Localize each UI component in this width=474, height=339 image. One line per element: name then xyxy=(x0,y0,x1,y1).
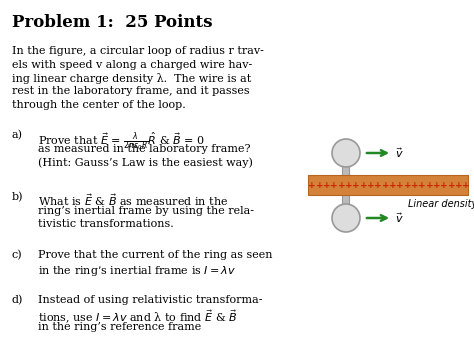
Text: (Hint: Gauss’s Law is the easiest way): (Hint: Gauss’s Law is the easiest way) xyxy=(38,157,253,167)
Bar xyxy=(308,175,468,195)
Circle shape xyxy=(332,204,360,232)
Text: in the ring’s inertial frame is $I = \lambda v$: in the ring’s inertial frame is $I = \la… xyxy=(38,263,236,278)
Text: in the ring’s reference frame: in the ring’s reference frame xyxy=(38,322,201,332)
Text: +: + xyxy=(411,180,419,190)
Text: +: + xyxy=(433,180,440,190)
Text: +: + xyxy=(396,180,404,190)
Text: Instead of using relativistic transforma-: Instead of using relativistic transforma… xyxy=(38,295,263,305)
Text: Linear density λ: Linear density λ xyxy=(408,199,474,209)
Text: els with speed v along a charged wire hav-: els with speed v along a charged wire ha… xyxy=(12,60,252,69)
Bar xyxy=(343,153,349,218)
Text: +: + xyxy=(426,180,433,190)
Text: +: + xyxy=(447,180,455,190)
Text: Problem 1:  25 Points: Problem 1: 25 Points xyxy=(12,14,212,31)
Text: $\vec{v}$: $\vec{v}$ xyxy=(395,211,404,225)
Text: +: + xyxy=(359,180,367,190)
Text: +: + xyxy=(455,180,463,190)
Circle shape xyxy=(332,139,360,167)
Text: +: + xyxy=(337,180,345,190)
Text: through the center of the loop.: through the center of the loop. xyxy=(12,100,186,110)
Text: +: + xyxy=(440,180,448,190)
Text: $\vec{v}$: $\vec{v}$ xyxy=(395,146,404,160)
Text: +: + xyxy=(462,180,470,190)
Text: +: + xyxy=(316,180,323,190)
Text: +: + xyxy=(374,180,382,190)
Text: +: + xyxy=(323,180,330,190)
Text: ing linear charge density λ.  The wire is at: ing linear charge density λ. The wire is… xyxy=(12,73,251,84)
Text: tions, use $I = \lambda v$ and λ to find $\vec{E}$ & $\vec{B}$: tions, use $I = \lambda v$ and λ to find… xyxy=(38,308,237,326)
Text: +: + xyxy=(418,180,426,190)
Text: +: + xyxy=(382,180,389,190)
Text: +: + xyxy=(330,180,338,190)
Text: +: + xyxy=(308,180,316,190)
Text: +: + xyxy=(403,180,411,190)
Text: Prove that $\vec{E}$ = $\frac{\lambda}{2\pi\epsilon_0 R}\hat{R}$ & $\vec{B}$ = 0: Prove that $\vec{E}$ = $\frac{\lambda}{2… xyxy=(38,130,205,152)
Text: rest in the laboratory frame, and it passes: rest in the laboratory frame, and it pas… xyxy=(12,86,250,97)
Text: +: + xyxy=(367,180,374,190)
Text: +: + xyxy=(352,180,360,190)
Text: tivistic transformations.: tivistic transformations. xyxy=(38,219,174,229)
Text: b): b) xyxy=(12,192,24,202)
Text: +: + xyxy=(389,180,396,190)
Text: Prove that the current of the ring as seen: Prove that the current of the ring as se… xyxy=(38,250,273,260)
Text: +: + xyxy=(345,180,353,190)
Text: c): c) xyxy=(12,250,23,260)
Text: In the figure, a circular loop of radius r trav-: In the figure, a circular loop of radius… xyxy=(12,46,264,56)
Text: ring’s inertial frame by using the rela-: ring’s inertial frame by using the rela- xyxy=(38,205,254,216)
Text: a): a) xyxy=(12,130,23,140)
Text: d): d) xyxy=(12,295,23,305)
Text: What is $\vec{E}$ & $\vec{B}$ as measured in the: What is $\vec{E}$ & $\vec{B}$ as measure… xyxy=(38,192,228,208)
Text: as measured in the laboratory frame?: as measured in the laboratory frame? xyxy=(38,143,250,154)
